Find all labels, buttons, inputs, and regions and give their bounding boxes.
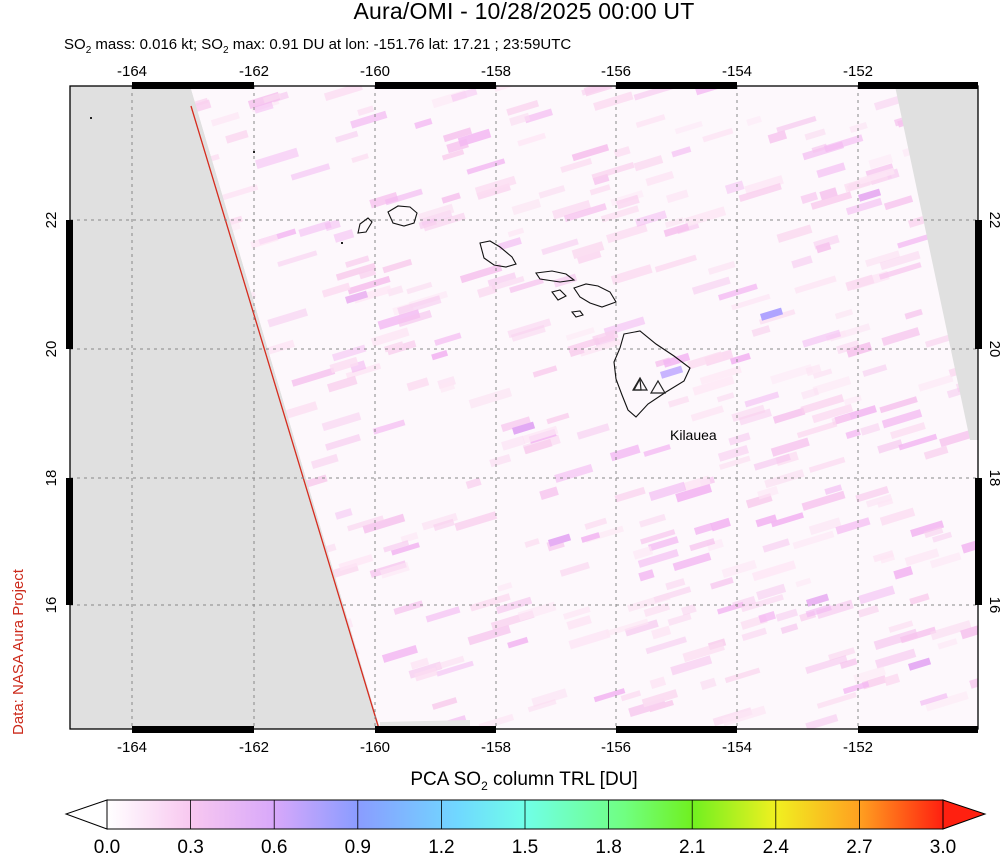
colorbar-tick-label: 3.0 bbox=[930, 837, 956, 855]
lon-tick-bottom: -154 bbox=[722, 739, 752, 756]
colorbar-tick-label: 0.3 bbox=[177, 837, 203, 855]
lat-tick-left: 16 bbox=[43, 597, 60, 614]
colorbar-title-suffix: column TRL [DU] bbox=[487, 769, 638, 790]
no-data-swath-west-core bbox=[70, 86, 380, 729]
map-frame bbox=[69, 85, 979, 730]
coastlines bbox=[357, 205, 691, 418]
coast-big-island bbox=[613, 330, 691, 418]
lon-tick-labels-top: -164 -162 -160 -158 -156 -154 -152 bbox=[117, 63, 873, 80]
so2-mass-text: mass: 0.016 kt; bbox=[91, 36, 202, 53]
lat-tick-right: 22 bbox=[986, 212, 1003, 229]
colorbar-tick-label: 1.8 bbox=[595, 837, 621, 855]
colorbar-tick-label: 0.6 bbox=[261, 837, 287, 855]
lon-tick-bottom: -156 bbox=[601, 739, 631, 756]
lon-tick-bottom: -152 bbox=[843, 739, 873, 756]
colorbar-tick-label: 2.1 bbox=[679, 837, 705, 855]
colorbar-tick-label: 2.4 bbox=[763, 837, 790, 855]
lat-tick-left: 18 bbox=[43, 470, 60, 487]
coast-maui bbox=[573, 283, 617, 308]
colorbar-tick-label: 0.9 bbox=[345, 837, 371, 855]
map-panel[interactable]: Kilauea bbox=[66, 77, 1001, 736]
colorbar-tick-label: 1.2 bbox=[428, 837, 454, 855]
colorbar-over-arrow bbox=[942, 799, 987, 830]
lon-tick-top: -162 bbox=[239, 63, 269, 80]
coast-kahoolawe bbox=[570, 310, 584, 318]
colorbar-ticks: 0.0 0.3 0.6 0.9 1.2 1.5 1.8 2.1 2.4 2.7 3.0 bbox=[94, 800, 956, 855]
colorbar-tick-label: 1.5 bbox=[512, 837, 538, 855]
orbit-edge-line bbox=[190, 105, 380, 729]
so2-subscript: 2 bbox=[85, 45, 92, 56]
coast-kauai bbox=[387, 205, 418, 227]
coast-oahu bbox=[479, 240, 517, 268]
lon-tick-bottom: -164 bbox=[117, 739, 147, 756]
small-islands bbox=[90, 117, 343, 244]
subtitle: SO2 mass: 0.016 kt; SO2 max: 0.91 DU at … bbox=[64, 36, 571, 56]
so2-label: SO bbox=[64, 36, 86, 53]
coast-molokai bbox=[535, 270, 576, 283]
lat-tick-labels-left: 22 20 18 16 bbox=[43, 212, 60, 614]
volcano-triangle-kilauea bbox=[649, 379, 667, 394]
colorbar-title: PCA SO2 column TRL [DU] bbox=[0, 769, 1008, 793]
lon-tick-top: -152 bbox=[843, 63, 873, 80]
coast-lanai bbox=[551, 289, 567, 301]
so2-max-text: max: 0.91 DU at lon: -151.76 lat: 17.21 … bbox=[228, 36, 572, 53]
colorbar-title-sub: 2 bbox=[481, 778, 488, 793]
colorbar-tick-label: 0.0 bbox=[94, 837, 120, 855]
lon-tick-bottom: -162 bbox=[239, 739, 269, 756]
so2-max-subscript: 2 bbox=[222, 45, 229, 56]
volcano-markers bbox=[631, 376, 667, 394]
no-data-swath-east bbox=[895, 86, 978, 440]
lat-tick-right: 16 bbox=[986, 597, 1003, 614]
map-title: Aura/OMI - 10/28/2025 00:00 UT bbox=[353, 0, 695, 24]
lat-tick-right: 18 bbox=[986, 470, 1003, 487]
colorbar: 0.0 0.3 0.6 0.9 1.2 1.5 1.8 2.1 2.4 2.7 3.0 bbox=[64, 799, 987, 855]
lon-tick-top: -164 bbox=[117, 63, 147, 80]
colorbar-title-prefix: PCA SO bbox=[410, 769, 482, 790]
graticule bbox=[70, 86, 978, 729]
colorbar-tick-label: 2.7 bbox=[846, 837, 872, 855]
lon-tick-bottom: -160 bbox=[360, 739, 390, 756]
lon-tick-top: -158 bbox=[481, 63, 511, 80]
lat-tick-left: 22 bbox=[43, 212, 60, 229]
colorbar-under-arrow bbox=[64, 799, 108, 830]
volcano-label-kilauea: Kilauea bbox=[670, 427, 717, 443]
frame-checker-bars bbox=[66, 82, 982, 733]
lat-tick-right: 20 bbox=[986, 341, 1003, 358]
lon-tick-top: -160 bbox=[360, 63, 390, 80]
volcano-triangle-1 bbox=[631, 376, 649, 391]
lat-tick-left: 20 bbox=[43, 341, 60, 358]
lon-tick-top: -154 bbox=[722, 63, 752, 80]
so2-pixel-layer bbox=[70, 86, 978, 729]
lon-tick-labels-bottom: -164 -162 -160 -158 -156 -154 -152 bbox=[117, 739, 873, 756]
lon-tick-bottom: -158 bbox=[481, 739, 511, 756]
coast-niihau bbox=[357, 217, 373, 234]
so2-max-label: SO bbox=[201, 36, 223, 53]
lon-tick-top: -156 bbox=[601, 63, 631, 80]
lat-tick-labels-right: 22 20 18 16 bbox=[986, 212, 1003, 614]
